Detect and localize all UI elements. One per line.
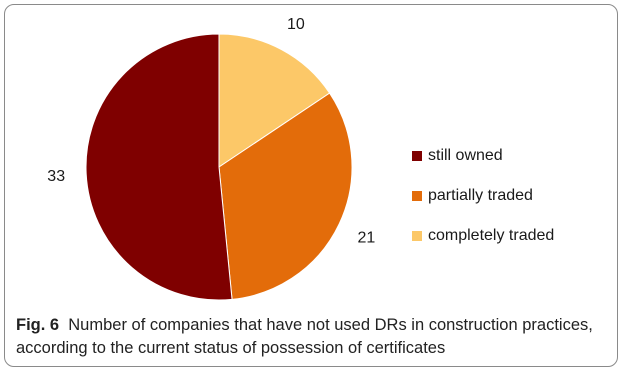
legend-label-still-owned: still owned — [428, 147, 503, 164]
data-label-partially-traded: 21 — [357, 230, 375, 247]
pie-slice-still-owned — [85, 33, 233, 301]
legend-item-completely-traded: completely traded — [412, 226, 554, 246]
data-label-still-owned: 33 — [47, 168, 65, 185]
pie-labels: 10 21 33 — [47, 16, 375, 246]
legend-item-still-owned: still owned — [412, 146, 554, 166]
legend-item-partially-traded: partially traded — [412, 186, 554, 206]
legend-swatch-completely-traded — [412, 231, 422, 241]
legend-swatch-still-owned — [412, 151, 422, 161]
pie-slice-partially-traded — [218, 92, 353, 300]
pie-slices — [85, 33, 353, 301]
legend: still owned partially traded completely … — [412, 146, 554, 266]
legend-label-completely-traded: completely traded — [428, 227, 555, 244]
figure-caption-text: Number of companies that have not used D… — [16, 316, 593, 357]
figure-label: Fig. 6 — [16, 316, 60, 334]
pie-slice-completely-traded — [218, 33, 331, 168]
legend-swatch-partially-traded — [412, 191, 422, 201]
figure-caption: Fig. 6 Number of companies that have not… — [16, 314, 614, 360]
data-label-completely-traded: 10 — [287, 16, 305, 33]
legend-label-partially-traded: partially traded — [428, 187, 533, 204]
